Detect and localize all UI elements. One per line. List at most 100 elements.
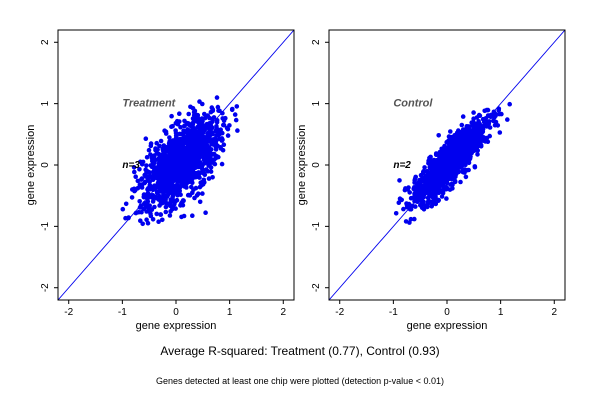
scatter-points <box>120 95 240 227</box>
scatter-point <box>141 192 147 197</box>
scatter-point <box>196 170 201 175</box>
scatter-point <box>210 131 215 137</box>
scatter-point <box>138 183 143 189</box>
scatter-point <box>192 128 198 133</box>
scatter-point <box>459 122 465 128</box>
scatter-point <box>220 116 225 121</box>
scatter-point <box>159 155 165 160</box>
scatter-point <box>418 189 424 195</box>
scatter-point <box>204 121 210 127</box>
scatter-point <box>437 149 443 155</box>
scatter-point <box>221 122 227 128</box>
x-axis-title: gene expression <box>407 320 488 332</box>
scatter-point <box>482 123 487 129</box>
scatter-point <box>234 104 240 109</box>
scatter-point <box>170 142 176 147</box>
scatter-point <box>144 155 150 160</box>
scatter-point <box>421 201 426 206</box>
scatter-point <box>463 156 469 161</box>
scatter-point <box>215 104 221 110</box>
scatter-point <box>418 172 424 178</box>
scatter-point <box>413 204 418 209</box>
scatter-point <box>492 122 498 128</box>
scatter-point <box>413 191 419 196</box>
scatter-point <box>418 181 423 187</box>
scatter-point <box>403 186 408 191</box>
scatter-point <box>217 136 222 142</box>
scatter-point <box>421 207 427 212</box>
scatter-point <box>152 183 157 188</box>
scatter-point <box>154 211 159 217</box>
detection-footnote: Genes detected at least one chip were pl… <box>156 376 444 386</box>
scatter-point <box>472 143 478 148</box>
y-axis-title: gene expression <box>25 125 37 206</box>
scatter-point <box>472 128 478 134</box>
scatter-point <box>199 165 205 171</box>
scatter-point <box>458 138 464 144</box>
scatter-point <box>131 165 137 170</box>
scatter-point <box>174 134 179 140</box>
scatter-point <box>437 157 443 163</box>
scatter-point <box>205 135 211 140</box>
scatter-point <box>164 161 170 166</box>
scatter-point <box>138 159 143 165</box>
scatter-point <box>150 177 156 182</box>
scatter-point <box>198 126 204 132</box>
scatter-point <box>425 189 431 194</box>
scatter-point <box>141 206 146 212</box>
scatter-point <box>225 126 231 132</box>
scatter-point <box>221 142 227 147</box>
y-tick-label: 1 <box>311 100 322 106</box>
scatter-point <box>465 136 471 141</box>
scatter-point <box>183 138 188 143</box>
scatter-point <box>191 187 196 192</box>
scatter-point <box>478 138 484 144</box>
scatter-point <box>149 164 155 169</box>
scatter-point <box>507 101 512 107</box>
scatter-point <box>466 167 471 173</box>
scatter-point <box>213 144 218 149</box>
scatter-point <box>455 156 461 162</box>
scatter-point <box>200 116 205 122</box>
scatter-point <box>163 168 169 174</box>
scatter-point <box>200 191 205 196</box>
scatter-point <box>474 115 480 120</box>
scatter-point <box>432 182 437 188</box>
x-tick-label: 1 <box>227 307 233 318</box>
scatter-point <box>186 131 192 137</box>
y-tick-label: 1 <box>40 100 51 106</box>
scatter-point <box>425 199 431 204</box>
scatter-point <box>496 108 502 113</box>
scatter-point <box>185 192 191 198</box>
scatter-point <box>475 152 480 157</box>
scatter-point <box>158 212 163 217</box>
x-tick-label: -2 <box>335 307 344 318</box>
scatter-point <box>156 219 161 224</box>
scatter-point <box>448 129 453 134</box>
scatter-point <box>132 169 137 175</box>
scatter-point <box>181 128 186 133</box>
scatter-point <box>426 194 432 199</box>
scatter-point <box>169 113 174 119</box>
scatter-points <box>393 101 512 225</box>
scatter-point <box>198 151 204 157</box>
scatter-point <box>444 196 449 201</box>
scatter-point <box>175 121 181 127</box>
scatter-point <box>158 138 164 144</box>
scatter-point <box>147 186 153 192</box>
scatter-point <box>472 122 478 127</box>
scatter-point <box>407 190 413 195</box>
scatter-point <box>195 119 200 124</box>
scatter-point <box>229 107 235 113</box>
scatter-point <box>445 140 451 146</box>
scatter-point <box>460 114 466 119</box>
scatter-point <box>123 215 128 221</box>
scatter-point <box>178 124 183 130</box>
scatter-point <box>456 129 461 134</box>
scatter-point <box>161 192 167 197</box>
scatter-point <box>159 183 165 189</box>
scatter-point <box>399 197 405 203</box>
scatter-point <box>393 211 399 216</box>
scatter-point <box>133 187 138 193</box>
x-tick-label: -2 <box>64 307 73 318</box>
